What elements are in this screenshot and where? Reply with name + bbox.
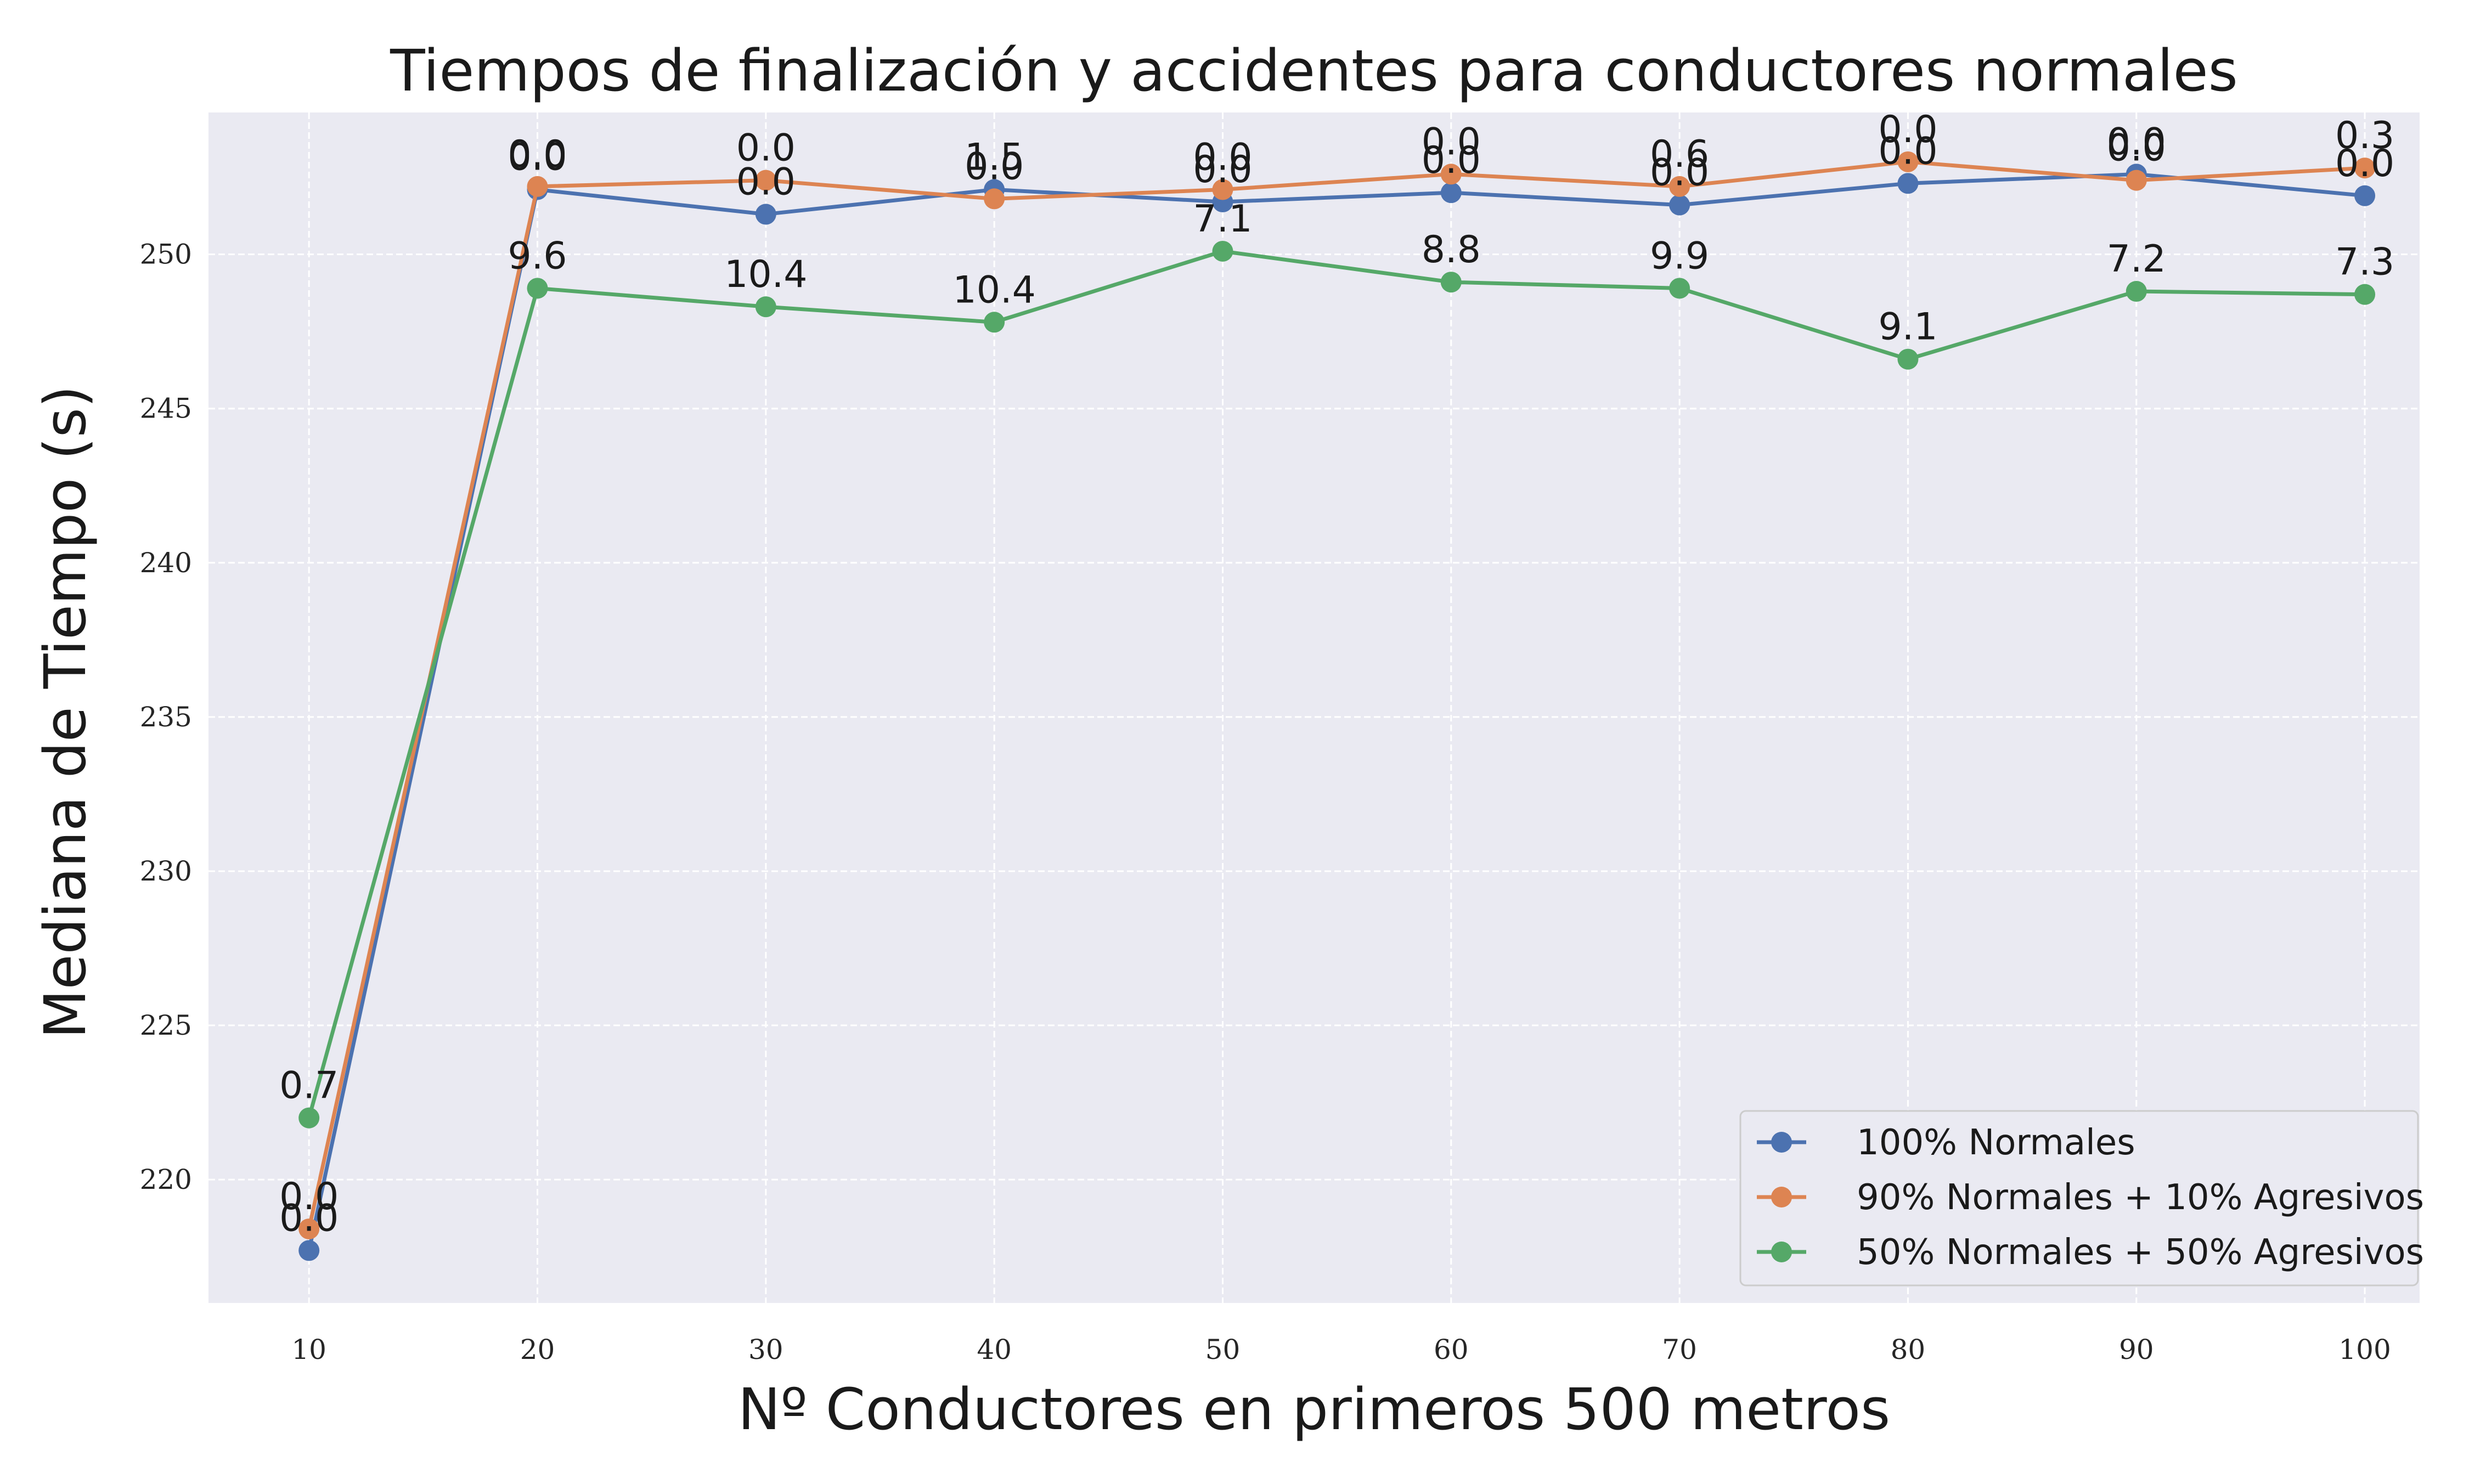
data-label: 0.0 (736, 127, 796, 170)
data-label: 10.4 (724, 253, 807, 296)
data-label: 0.6 (1650, 133, 1709, 176)
data-point (755, 296, 776, 318)
data-label: 0.0 (965, 145, 1024, 188)
data-point (1669, 176, 1690, 197)
data-point (755, 204, 776, 225)
legend-item: 100% Normales (1757, 1122, 2135, 1163)
series-line (307, 160, 2365, 1229)
data-label: 0.0 (1878, 129, 1937, 173)
x-axis-ticks: 10 20 30 40 50 60 70 80 90 100 (291, 1334, 2391, 1365)
data-point (2354, 284, 2376, 305)
data-point (527, 278, 548, 299)
data-label: 7.2 (2107, 238, 2166, 281)
data-point (1440, 163, 1462, 185)
data-point (1669, 278, 1690, 299)
data-labels: 0.00.00.01.5 0.0 0.0 0.0 0.0 0.0 0.00.00.0 0.0 0… (279, 108, 2394, 1240)
x-tick-label: 80 (1891, 1334, 1926, 1365)
y-tick-label: 250 (140, 239, 192, 270)
data-label: 0.0 (1193, 148, 1252, 191)
series-line (307, 172, 2365, 1251)
data-point (1212, 240, 1233, 262)
data-point (1897, 151, 1919, 172)
data-label: 0.0 (1422, 139, 1481, 182)
data-point (1669, 194, 1690, 216)
legend-box (1739, 1110, 2419, 1286)
data-label: 0.7 (279, 1064, 339, 1108)
x-tick-label: 20 (520, 1334, 555, 1365)
y-axis-ticks: 220 225 230 235 240 245 250 (140, 239, 192, 1196)
x-tick-label: 90 (2119, 1334, 2154, 1365)
data-point (984, 188, 1005, 210)
x-tick-label: 30 (748, 1334, 783, 1365)
data-point (1440, 182, 1462, 204)
legend-label: 90% Normales + 10% Agresivos (1857, 1177, 2424, 1218)
legend-item: 90% Normales + 10% Agresivos (1757, 1177, 2424, 1218)
y-tick-label: 230 (140, 855, 192, 887)
data-label: 0.0 (1193, 136, 1252, 179)
x-tick-label: 100 (2338, 1334, 2391, 1365)
x-tick-label: 40 (977, 1334, 1012, 1365)
data-point (1897, 348, 1919, 370)
series-3 (298, 240, 2376, 1128)
data-point (2126, 170, 2147, 191)
chart-title: Tiempos de finalización y accidentes par… (390, 37, 2238, 104)
data-label: 9.1 (1878, 306, 1937, 349)
data-label: 1.5 (965, 136, 1024, 179)
y-tick-label: 225 (140, 1009, 192, 1041)
data-label: 0.0 (2335, 142, 2394, 185)
y-tick-label: 240 (140, 547, 192, 579)
data-label: 0.0 (2107, 127, 2166, 170)
series-line (307, 249, 2365, 1119)
data-label: 7.1 (1193, 198, 1252, 241)
data-point (2354, 157, 2376, 179)
data-label: 0.0 (2107, 120, 2166, 163)
x-tick-label: 50 (1205, 1334, 1241, 1365)
data-point (2354, 185, 2376, 206)
legend-label: 100% Normales (1857, 1122, 2135, 1163)
plot-area (208, 112, 2420, 1303)
data-label: 9.6 (508, 234, 567, 278)
data-label: 0.0 (508, 136, 567, 179)
data-point (2126, 281, 2147, 302)
x-axis-title: Nº Conductores en primeros 500 metros (738, 1376, 1890, 1443)
y-tick-label: 235 (140, 701, 192, 733)
x-tick-label: 70 (1662, 1334, 1697, 1365)
y-axis-title: Mediana de Tiempo (s) (32, 386, 99, 1039)
data-label: 0.0 (508, 133, 567, 176)
data-label: 0.0 (1650, 151, 1709, 195)
data-label: 9.9 (1650, 234, 1709, 278)
data-label: 0.0 (1878, 108, 1937, 151)
legend-label: 50% Normales + 50% Agresivos (1857, 1232, 2424, 1273)
data-point (984, 312, 1005, 333)
series-2 (298, 151, 2376, 1240)
data-point (298, 1107, 320, 1128)
data-label: 7.3 (2335, 241, 2394, 284)
data-point (755, 170, 776, 191)
x-tick-label: 60 (1434, 1334, 1469, 1365)
x-tick-label: 10 (291, 1334, 326, 1365)
data-point (1897, 173, 1919, 194)
data-point (1212, 179, 1233, 200)
data-label: 0.0 (279, 1197, 339, 1240)
data-label: 0.0 (279, 1175, 339, 1218)
data-label: 0.0 (1422, 120, 1481, 163)
y-tick-label: 245 (140, 393, 192, 425)
data-label: 0.3 (2335, 114, 2394, 157)
data-point (1440, 272, 1462, 293)
y-tick-label: 220 (140, 1164, 192, 1195)
legend-marker (1771, 1132, 1792, 1153)
data-point (298, 1218, 320, 1240)
series-lines (298, 151, 2376, 1261)
data-label: 0.0 (736, 161, 796, 204)
legend-marker (1771, 1242, 1792, 1262)
data-label: 8.8 (1422, 228, 1481, 272)
legend-item: 50% Normales + 50% Agresivos (1757, 1232, 2424, 1273)
data-point (527, 176, 548, 197)
legend-marker (1771, 1187, 1792, 1207)
data-point (298, 1240, 320, 1261)
legend: 100% Normales 90% Normales + 10% Agresivo… (1739, 1110, 2424, 1286)
data-label: 10.4 (952, 268, 1035, 312)
